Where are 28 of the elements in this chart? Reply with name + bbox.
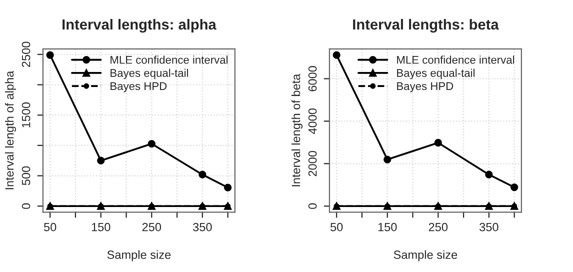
x-tick-label: 150 bbox=[92, 222, 110, 232]
x-axis-title: Sample size bbox=[107, 250, 171, 262]
y-tick-label: 6000 bbox=[308, 66, 317, 92]
y-tick-label: 1500 bbox=[22, 102, 30, 128]
x-tick-label: 50 bbox=[44, 222, 56, 232]
y-tick-label: 2000 bbox=[308, 150, 317, 176]
chart-title: Interval lengths: alpha bbox=[62, 18, 216, 33]
legend-label: Bayes equal-tail bbox=[110, 68, 188, 80]
y-tick-label: 500 bbox=[22, 166, 30, 186]
x-tick-label: 350 bbox=[480, 222, 498, 232]
x-tick-label: 50 bbox=[330, 222, 343, 232]
y-tick-label: 4000 bbox=[308, 108, 317, 134]
y-tick-label: 0 bbox=[22, 203, 30, 209]
y-axis-title: Interval length of alpha bbox=[4, 70, 16, 190]
x-tick-label: 250 bbox=[428, 222, 448, 232]
x-axis-title: Sample size bbox=[394, 250, 458, 262]
legend-label: Bayes HPD bbox=[397, 82, 454, 92]
y-axis-title: Interval length of beta bbox=[291, 74, 302, 186]
y-tick-label: 2500 bbox=[22, 42, 30, 67]
legend-label: Bayes HPD bbox=[110, 82, 167, 92]
legend-label: Bayes equal-tail bbox=[397, 68, 475, 80]
legend-label: MLE confidence interval bbox=[397, 56, 514, 64]
x-tick-label: 250 bbox=[142, 222, 162, 232]
x-tick-label: 150 bbox=[378, 222, 397, 232]
chart-title: Interval lengths: beta bbox=[353, 18, 499, 33]
x-tick-label: 350 bbox=[193, 222, 212, 232]
legend-label: MLE confidence interval bbox=[110, 56, 228, 64]
y-tick-label: 0 bbox=[308, 203, 317, 209]
